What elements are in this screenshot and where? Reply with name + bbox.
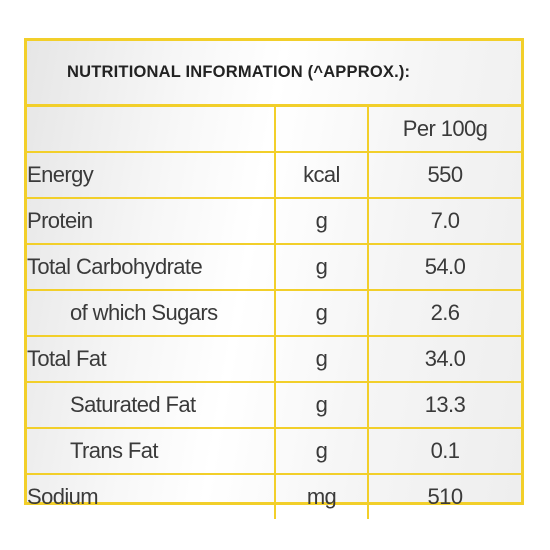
table-row: Sodium mg 510 — [27, 474, 521, 519]
nutrition-table: Per 100g Energy kcal 550 Protein g 7.0 T… — [27, 107, 521, 519]
nutrient-unit: g — [275, 244, 369, 291]
header-unit-cell — [275, 107, 369, 153]
table-row: Total Fat g 34.0 — [27, 336, 521, 383]
table-row: Trans Fat g 0.1 — [27, 428, 521, 475]
nutrient-name: Sodium — [27, 474, 276, 519]
header-per-100g: Per 100g — [368, 107, 521, 153]
nutrient-name: Trans Fat — [27, 428, 276, 475]
nutrient-unit: g — [275, 336, 369, 383]
nutrient-unit: kcal — [275, 152, 369, 199]
table-row: Protein g 7.0 — [27, 198, 521, 245]
nutrient-unit: g — [275, 382, 369, 429]
header-name-cell — [27, 107, 276, 153]
nutrient-value: 13.3 — [368, 382, 521, 429]
nutrition-panel: NUTRITIONAL INFORMATION (^APPROX.): Per … — [24, 38, 524, 519]
table-row: Saturated Fat g 13.3 — [27, 382, 521, 429]
title-row: NUTRITIONAL INFORMATION (^APPROX.): — [27, 41, 521, 107]
nutrient-name: Saturated Fat — [27, 382, 276, 429]
nutrient-unit: g — [275, 428, 369, 475]
nutrient-name: of which Sugars — [27, 290, 276, 337]
panel-title: NUTRITIONAL INFORMATION (^APPROX.): — [67, 63, 411, 81]
table-row: Total Carbohydrate g 54.0 — [27, 244, 521, 291]
header-row: Per 100g — [27, 107, 521, 153]
nutrient-value: 0.1 — [368, 428, 521, 475]
nutrient-name: Total Fat — [27, 336, 276, 383]
nutrient-value: 2.6 — [368, 290, 521, 337]
nutrient-name: Total Carbohydrate — [27, 244, 276, 291]
nutrient-name: Protein — [27, 198, 276, 245]
nutrient-name: Energy — [27, 152, 276, 199]
nutrient-unit: g — [275, 290, 369, 337]
table-row: Energy kcal 550 — [27, 152, 521, 199]
nutrient-value: 7.0 — [368, 198, 521, 245]
nutrient-unit: g — [275, 198, 369, 245]
nutrient-unit: mg — [275, 474, 369, 519]
nutrient-value: 54.0 — [368, 244, 521, 291]
nutrient-value: 34.0 — [368, 336, 521, 383]
nutrient-value: 510 — [427, 484, 464, 509]
table-row: of which Sugars g 2.6 — [27, 290, 521, 337]
nutrient-value: 550 — [368, 152, 521, 199]
